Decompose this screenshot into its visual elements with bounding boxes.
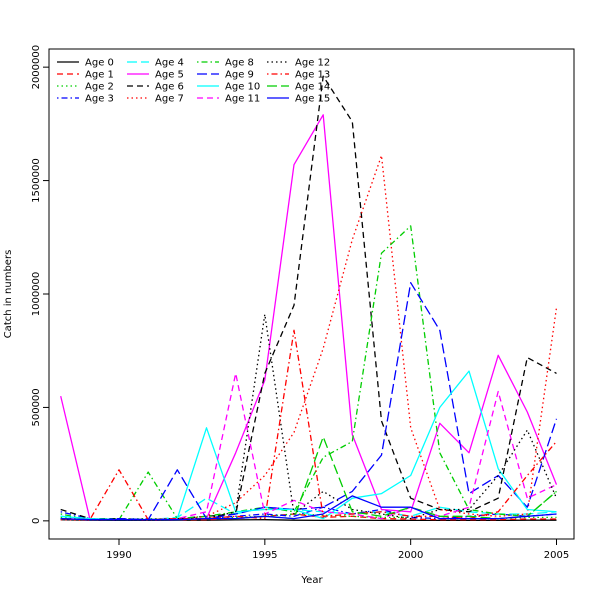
legend-label: Age 11 <box>225 94 260 105</box>
legend-label: Age 14 <box>295 82 330 93</box>
legend-label: Age 15 <box>295 94 330 105</box>
series-layer <box>60 75 558 522</box>
y-tick-label: 2000000 <box>31 45 42 90</box>
series-line-age-14 <box>60 436 557 521</box>
series-line-age-15 <box>60 495 557 521</box>
legend-label: Age 8 <box>225 58 254 69</box>
legend-label: Age 7 <box>155 94 184 105</box>
y-tick-label: 0 <box>31 518 42 524</box>
x-axis: 1990 1995 2000 2005 <box>106 539 569 561</box>
y-tick-label: 1000000 <box>31 272 42 317</box>
legend-label: Age 0 <box>85 58 114 69</box>
x-axis-title: Year <box>300 575 323 586</box>
legend-label: Age 1 <box>85 70 114 81</box>
series-line-age-8 <box>60 225 557 521</box>
y-tick-label: 500000 <box>31 388 42 426</box>
legend-label: Age 13 <box>295 70 330 81</box>
legend-label: Age 5 <box>155 70 184 81</box>
legend-label: Age 10 <box>225 82 260 93</box>
legend-label: Age 9 <box>225 70 254 81</box>
x-tick-label: 1995 <box>252 550 277 561</box>
y-tick-label: 1500000 <box>31 158 42 203</box>
x-tick-label: 2000 <box>398 550 423 561</box>
series-line-age-9 <box>60 282 558 521</box>
y-axis: 0 500000 1000000 1500000 2000000 <box>31 45 49 524</box>
x-tick-label: 1990 <box>106 550 131 561</box>
series-line-age-12 <box>60 313 558 521</box>
x-tick-label: 2005 <box>544 550 569 561</box>
legend-label: Age 4 <box>155 58 184 69</box>
series-line-age-13 <box>60 329 557 521</box>
legend-label: Age 3 <box>85 94 114 105</box>
y-axis-title: Catch in numbers <box>3 250 14 339</box>
series-line-age-3 <box>60 506 557 521</box>
legend-label: Age 2 <box>85 82 114 93</box>
series-line-age-4 <box>60 497 557 521</box>
legend-label: Age 12 <box>295 58 330 69</box>
legend-label: Age 6 <box>155 82 184 93</box>
